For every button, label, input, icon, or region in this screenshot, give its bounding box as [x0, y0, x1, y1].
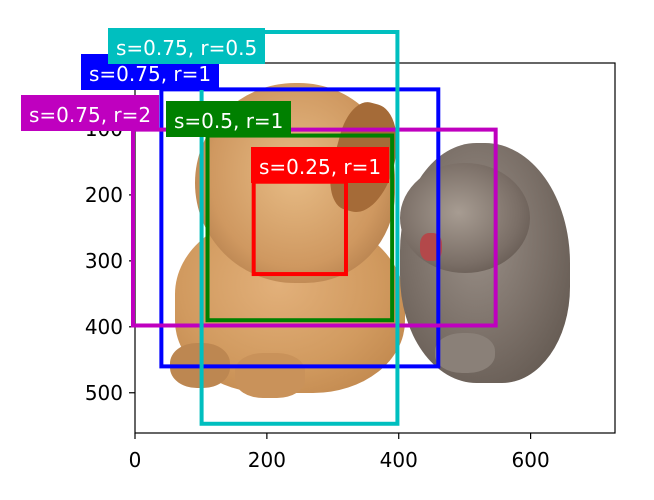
anchor-box-label: s=0.75, r=2: [21, 95, 160, 131]
anchor-box-label: s=0.25, r=1: [251, 147, 390, 183]
x-tick-label: 0: [129, 448, 142, 472]
axes-frame: [134, 62, 616, 434]
y-tick-label: 400: [85, 315, 123, 339]
y-tick-label: 300: [85, 249, 123, 273]
x-tick-label: 400: [380, 448, 418, 472]
anchor-box-4: [131, 127, 498, 328]
anchor-box-2: [205, 133, 395, 323]
x-tick-label: 600: [512, 448, 550, 472]
anchor-box-label: s=0.5, r=1: [166, 101, 292, 137]
anchor-box-5: [199, 30, 400, 426]
y-tick-label: 500: [85, 381, 123, 405]
x-tick-label: 200: [248, 448, 286, 472]
anchor-box-label: s=0.75, r=0.5: [108, 28, 266, 64]
y-tick-label: 200: [85, 183, 123, 207]
anchor-box-1: [159, 87, 441, 369]
